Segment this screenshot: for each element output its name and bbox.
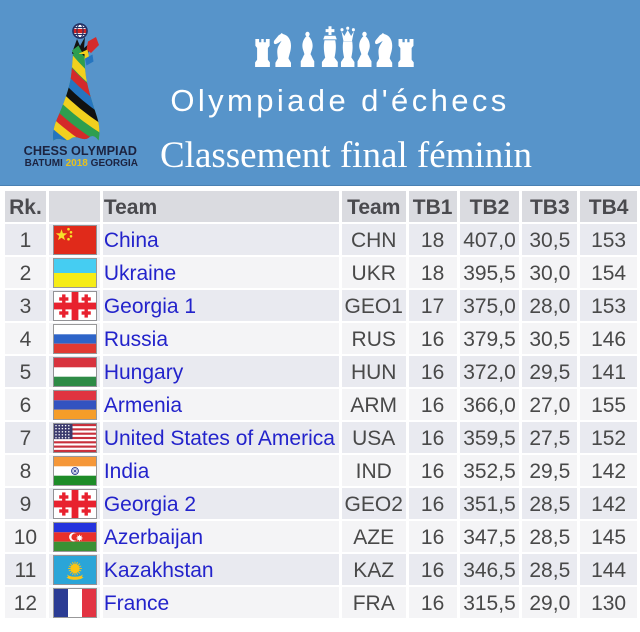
svg-text:CHESS OLYMPIAD: CHESS OLYMPIAD bbox=[24, 143, 137, 158]
svg-text:BATUMI 2018 GEORGIA: BATUMI 2018 GEORGIA bbox=[25, 158, 138, 169]
